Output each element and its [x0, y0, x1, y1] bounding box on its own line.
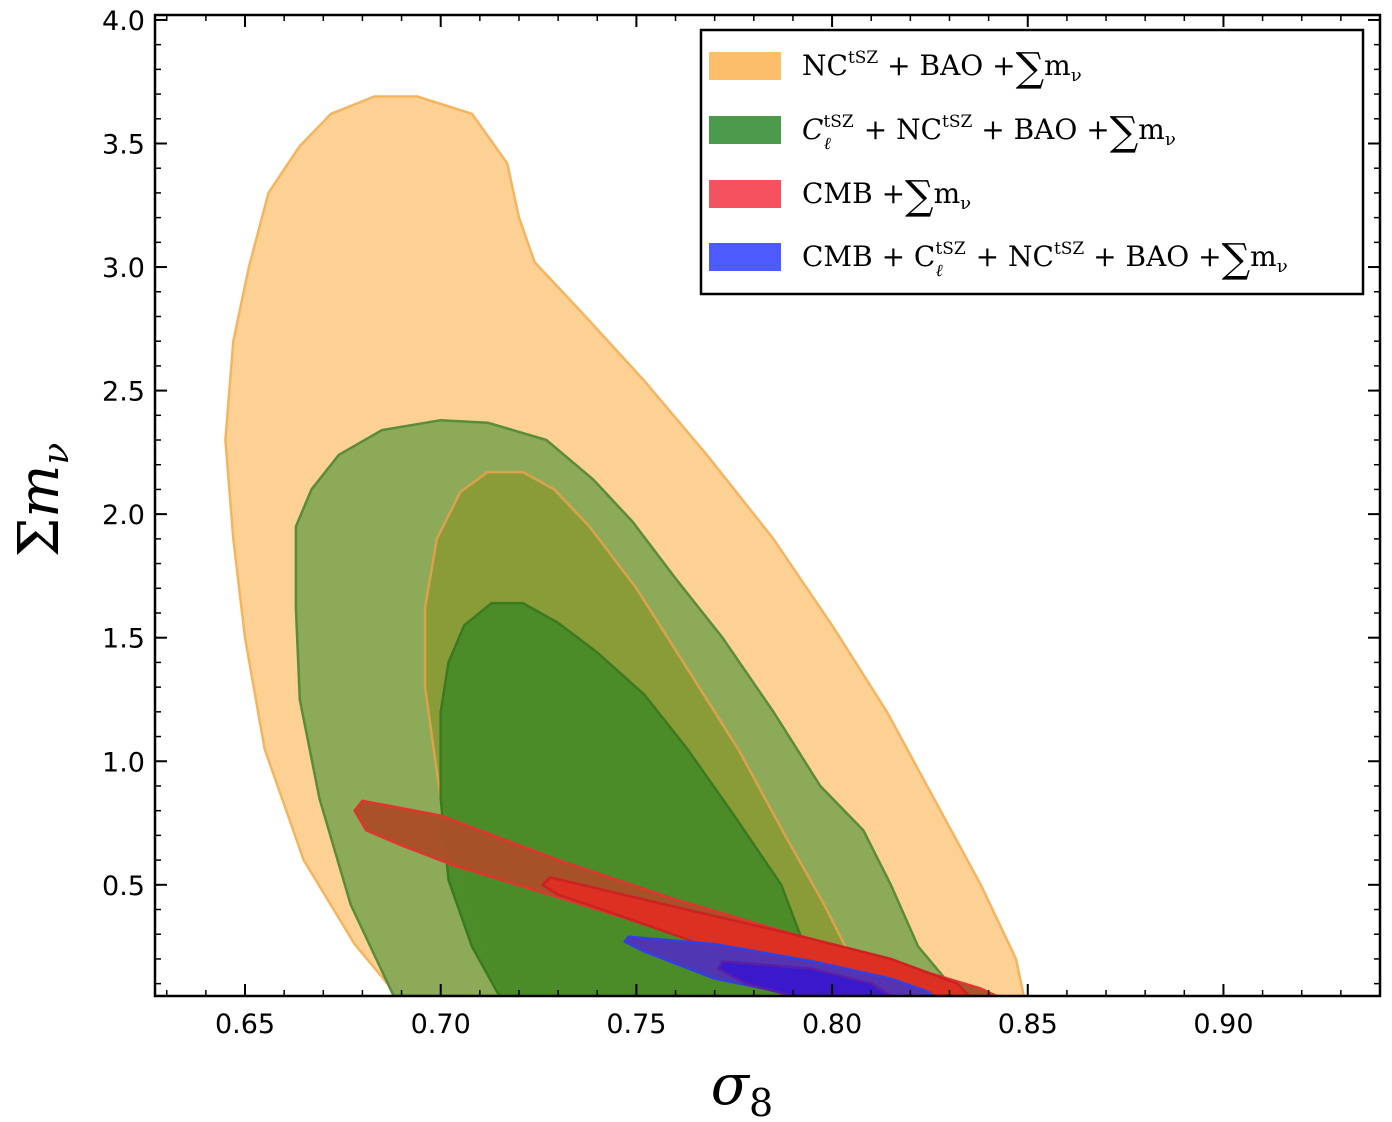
x-tick-label: 0.75 — [606, 1009, 666, 1040]
x-tick-label: 0.80 — [802, 1009, 862, 1040]
x-tick-label: 0.85 — [998, 1009, 1058, 1040]
y-tick-label: 3.0 — [102, 253, 145, 284]
y-tick-label: 2.5 — [102, 377, 145, 408]
legend-entry-cl-nc-bao: CtSZ ℓ + NCtSZ + BAO +∑mν — [802, 109, 1176, 155]
x-tick-label: 0.90 — [1193, 1009, 1253, 1040]
legend-swatch-cmb — [709, 180, 781, 208]
y-axis-label: Σmν — [7, 443, 77, 558]
x-tick-label: 0.70 — [411, 1009, 471, 1040]
contour-7-68pct — [717, 960, 893, 996]
x-axis-label: σ8 — [711, 1053, 773, 1122]
legend-box — [699, 28, 1365, 296]
y-tick-label: 4.0 — [102, 6, 145, 37]
contour-3-68pct — [439, 601, 814, 996]
y-tick-label: 2.0 — [102, 500, 145, 531]
y-tick-label: 1.5 — [102, 624, 145, 655]
plot-frame — [153, 13, 1382, 998]
legend: NCtSZ + BAO +∑mν CtSZ ℓ + NCtSZ + BAO +∑m… — [699, 28, 1365, 296]
contour-layer — [224, 95, 1026, 996]
y-tick-label: 0.5 — [102, 871, 145, 902]
legend-swatch-cl-nc-bao — [709, 116, 781, 144]
y-tick-label: 1.0 — [102, 747, 145, 778]
legend-swatch-cmb-cl-nc-bao — [709, 243, 781, 271]
tick-layer: 0.65 0.70 0.75 0.80 0.85 0.90 0.5 1.0 1.5 2.0 2.5 3… — [102, 6, 1381, 1040]
y-tick-label: 3.5 — [102, 129, 145, 160]
contour-5-68pct — [541, 876, 971, 996]
legend-swatch-nc-bao — [709, 52, 781, 80]
x-tick-label: 0.65 — [215, 1009, 275, 1040]
